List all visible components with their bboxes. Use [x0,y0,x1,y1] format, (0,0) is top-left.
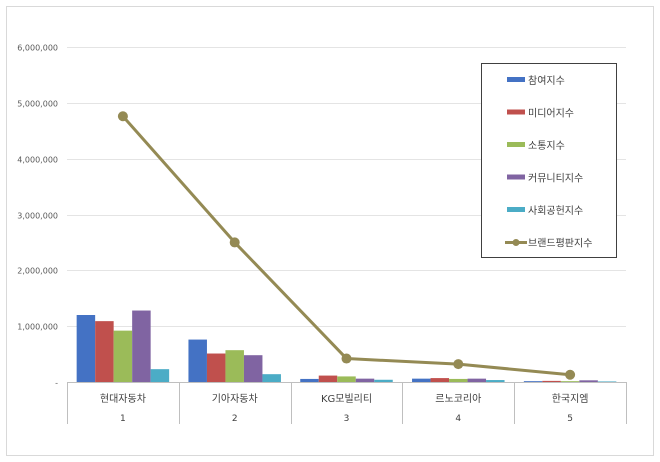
legend-swatch [507,207,525,212]
bar-5-5 [597,381,617,383]
legend-swatch [507,109,525,115]
line-point-4 [453,359,464,370]
line-point-3 [341,353,352,364]
bar-2-3 [318,375,338,382]
bar-2-1 [95,321,114,382]
bar-2-5 [542,380,561,382]
category-number: 2 [232,414,238,424]
legend-label: 소통지수 [528,140,565,152]
line-point-5 [565,369,576,380]
legend-label: 참여지수 [528,75,565,87]
bar-5-4 [486,380,505,382]
bar-3-5 [560,381,580,383]
category-number: 5 [567,414,573,424]
bar-1-4 [412,378,431,382]
line-point-2 [229,237,240,248]
category-number: 3 [344,414,350,424]
category-label: 한국지엠 [552,393,589,405]
x-axis: 현대자동차 1 기아자동차 2 KG모빌리티 3 르노코리아 4 한국지엠 5 [67,382,627,424]
bar-5-3 [374,379,393,382]
bar-5-1 [150,369,170,382]
bar-3-2 [225,350,244,382]
y-tick-label: 1,000,000 [17,323,58,332]
category-label: 현대자동차 [100,393,146,405]
bar-3-4 [449,378,468,382]
y-tick-label: 3,000,000 [17,212,58,221]
y-axis-ticks: - 1,000,000 2,000,000 3,000,000 4,000,000 5,0… [17,44,58,388]
y-tick-label: 5,000,000 [17,100,58,109]
y-tick-label: 2,000,000 [17,267,58,276]
bar-2-2 [206,353,226,382]
bars [76,310,617,383]
legend-label: 미디어지수 [528,108,574,120]
bar-4-5 [579,380,598,382]
category-number: 4 [455,414,461,424]
category-label: KG모빌리티 [321,393,372,405]
line-point-1 [117,111,128,122]
legend-label: 브랜드평판지수 [528,238,592,250]
bar-4-3 [355,378,375,382]
bar-1-2 [188,339,207,382]
bar-4-1 [132,310,151,382]
category-number: 1 [120,414,126,424]
bar-1-5 [523,381,543,383]
bar-2-4 [430,378,450,382]
legend-swatch [507,174,525,180]
legend-label: 사회공헌지수 [528,205,583,217]
category-label: 기아자동차 [212,393,258,405]
legend-label: 커뮤니티지수 [528,173,583,185]
bar-3-3 [337,376,356,382]
bar-3-1 [113,330,133,382]
legend-line-marker [512,239,520,246]
y-tick-label: 6,000,000 [17,44,58,53]
legend-box [481,63,617,258]
bar-5-2 [262,374,281,382]
bar-4-2 [243,355,263,382]
legend-swatch [507,142,525,147]
bar-1-1 [76,315,96,382]
bar-1-3 [300,378,319,382]
y-tick-label: - [55,379,58,388]
bar-4-4 [467,378,487,382]
category-label: 르노코리아 [435,393,481,405]
y-tick-label: 4,000,000 [17,156,58,165]
legend-swatch [507,77,525,82]
brand-reputation-line [117,111,576,380]
gridlines [67,47,626,327]
